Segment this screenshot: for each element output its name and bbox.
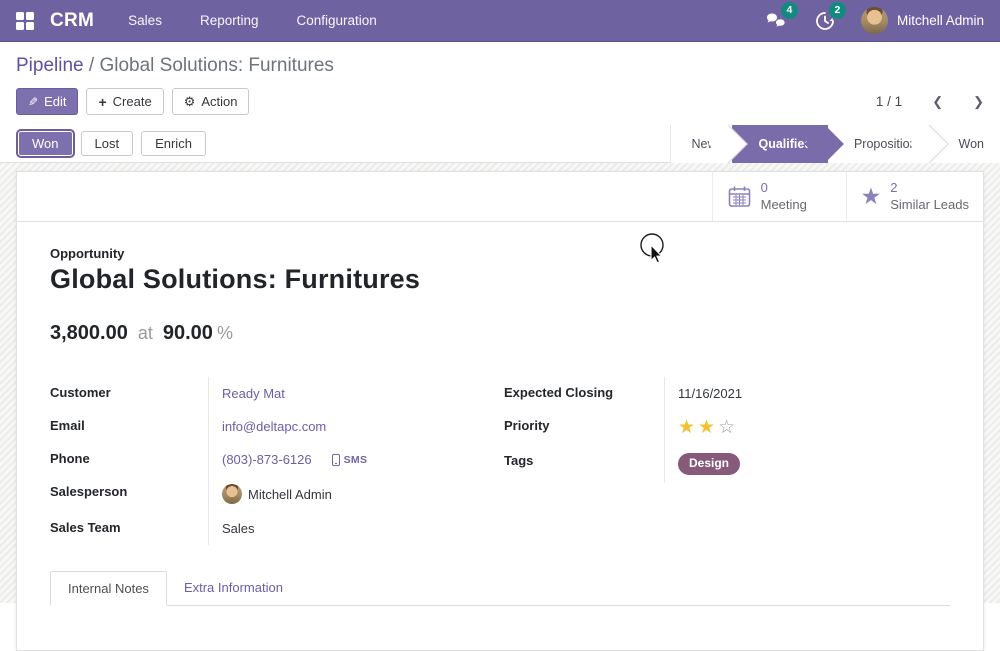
control-panel: Edit Create Action 1 / 1 xyxy=(0,79,1000,125)
pager-next-icon[interactable] xyxy=(973,94,984,110)
plus-icon xyxy=(98,95,106,109)
app-brand[interactable]: CRM xyxy=(50,9,95,31)
pager: 1 / 1 xyxy=(876,94,984,110)
form-sheet-card: 0 Meeting 2 Similar Leads Opportunity Gl… xyxy=(16,171,984,651)
priority-stars[interactable] xyxy=(678,418,735,437)
mobile-phone-icon xyxy=(331,453,340,466)
meeting-stat-button[interactable]: 0 Meeting xyxy=(711,172,846,221)
percent-sign: % xyxy=(216,323,233,343)
stat-button-row: 0 Meeting 2 Similar Leads xyxy=(17,172,983,222)
create-button[interactable]: Create xyxy=(86,88,164,115)
gear-icon xyxy=(184,95,196,108)
breadcrumb-separator: / xyxy=(88,55,95,76)
calendar-icon xyxy=(727,184,752,209)
meeting-count: 0 xyxy=(760,180,768,196)
pager-previous-icon[interactable] xyxy=(932,94,943,110)
content-area: 0 Meeting 2 Similar Leads Opportunity Gl… xyxy=(0,163,1000,651)
apps-grid-icon[interactable] xyxy=(16,11,34,30)
opportunity-sheet: Opportunity Global Solutions: Furnitures… xyxy=(17,222,983,606)
star-empty-icon[interactable] xyxy=(718,418,735,437)
expected-closing-value: 11/16/2021 xyxy=(678,386,743,401)
edit-button[interactable]: Edit xyxy=(16,88,79,115)
sales-team-label: Sales Team xyxy=(50,520,121,535)
meeting-label: Meeting xyxy=(760,196,807,212)
expected-closing-label: Expected Closing xyxy=(504,385,614,400)
customer-value-link[interactable]: Ready Mat xyxy=(222,386,285,401)
lost-button[interactable]: Lost xyxy=(80,131,134,156)
star-filled-icon[interactable] xyxy=(678,418,695,437)
breadcrumb: Pipeline / Global Solutions: Furnitures xyxy=(0,42,1000,79)
notebook-tabs: Internal Notes Extra Information xyxy=(50,571,950,606)
customer-label: Customer xyxy=(50,385,111,400)
left-field-column: Customer Ready Mat Email info@deltapc.co… xyxy=(50,377,500,545)
user-avatar xyxy=(860,7,888,34)
sms-button[interactable]: SMS xyxy=(331,453,368,466)
right-field-column: Expected Closing 11/16/2021 Priority Tag… xyxy=(500,377,950,545)
salesperson-label: Salesperson xyxy=(50,484,128,499)
salesperson-avatar xyxy=(222,484,242,504)
user-menu[interactable]: Mitchell Admin xyxy=(860,7,984,34)
priority-label: Priority xyxy=(504,418,550,433)
pencil-icon xyxy=(28,95,38,108)
probability-value: 90.00 xyxy=(162,322,213,344)
won-button[interactable]: Won xyxy=(18,131,73,156)
phone-label: Phone xyxy=(50,451,90,466)
menu-configuration[interactable]: Configuration xyxy=(296,13,377,28)
nav-menu: Sales Reporting Configuration xyxy=(128,13,377,28)
user-name: Mitchell Admin xyxy=(896,13,984,28)
messages-icon[interactable]: 4 xyxy=(765,1,798,33)
similar-leads-count: 2 xyxy=(890,180,898,196)
top-navbar: CRM Sales Reporting Configuration 4 2 Mi… xyxy=(0,0,1000,42)
enrich-button[interactable]: Enrich xyxy=(141,131,206,156)
tab-extra-information[interactable]: Extra Information xyxy=(183,580,283,595)
email-value-link[interactable]: info@deltapc.com xyxy=(222,419,327,434)
phone-value-link[interactable]: (803)-873-6126 xyxy=(222,452,312,467)
activities-badge: 2 xyxy=(828,1,846,19)
star-filled-icon[interactable] xyxy=(698,418,715,437)
menu-sales[interactable]: Sales xyxy=(128,13,162,28)
similar-leads-stat-button[interactable]: 2 Similar Leads xyxy=(845,172,983,221)
stage-qualified[interactable]: Qualified xyxy=(732,124,828,163)
email-label: Email xyxy=(50,418,85,433)
expected-revenue-row: 3,800.00 at 90.00 % xyxy=(50,322,950,345)
tag-design: Design xyxy=(678,453,741,475)
navbar-right: 4 2 Mitchell Admin xyxy=(765,1,984,34)
star-icon xyxy=(861,185,882,209)
tab-internal-notes[interactable]: Internal Notes xyxy=(50,571,167,606)
breadcrumb-pipeline-link[interactable]: Pipeline xyxy=(16,55,84,76)
stage-pipeline: New Qualified Proposition Won xyxy=(670,124,1000,163)
chat-bubbles-icon xyxy=(766,13,785,27)
at-label: at xyxy=(137,323,153,343)
activities-icon[interactable]: 2 xyxy=(813,1,846,33)
menu-reporting[interactable]: Reporting xyxy=(199,13,259,28)
expected-revenue: 3,800.00 xyxy=(50,322,128,344)
activity-clock-icon xyxy=(816,11,834,30)
stage-proposition[interactable]: Proposition xyxy=(827,124,933,163)
similar-leads-label: Similar Leads xyxy=(890,196,969,212)
sales-team-value: Sales xyxy=(222,521,255,536)
record-type-label: Opportunity xyxy=(50,246,125,261)
statusbar: Won Lost Enrich New Qualified Propositio… xyxy=(0,124,1000,163)
breadcrumb-current: Global Solutions: Furnitures xyxy=(99,55,334,76)
stage-new[interactable]: New xyxy=(671,124,733,163)
tags-label: Tags xyxy=(504,453,534,468)
opportunity-title: Global Solutions: Furnitures xyxy=(50,264,421,294)
messages-badge: 4 xyxy=(780,1,798,19)
salesperson-value: Mitchell Admin xyxy=(248,486,332,502)
field-grid: Customer Ready Mat Email info@deltapc.co… xyxy=(50,377,950,545)
pager-count: 1 / 1 xyxy=(875,94,903,109)
action-button[interactable]: Action xyxy=(171,88,250,115)
